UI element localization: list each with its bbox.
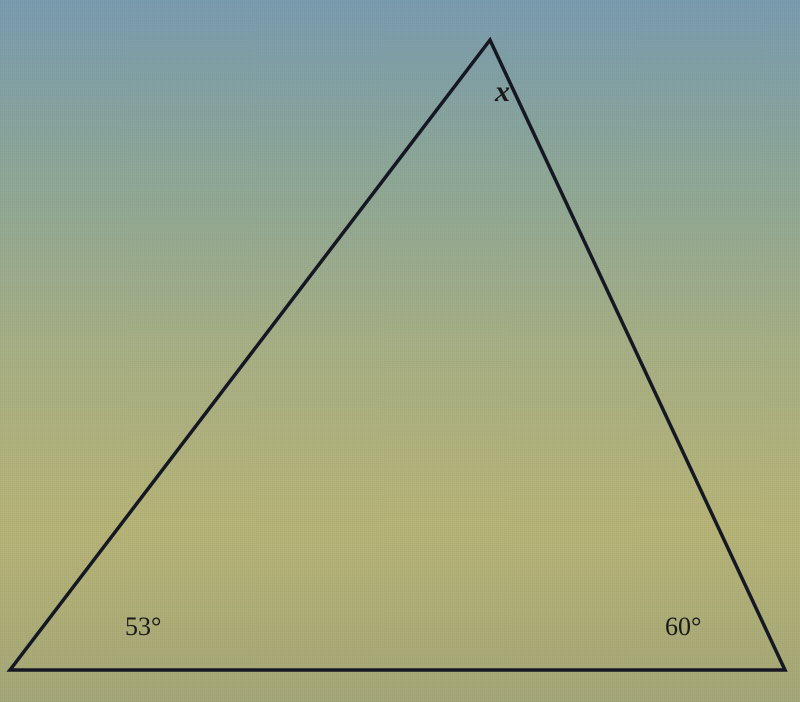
triangle-svg	[0, 0, 800, 702]
bottom-right-angle-label: 60°	[665, 612, 701, 642]
triangle-shape	[10, 40, 785, 670]
bottom-left-angle-label: 53°	[125, 612, 161, 642]
apex-angle-label: x	[495, 75, 510, 109]
